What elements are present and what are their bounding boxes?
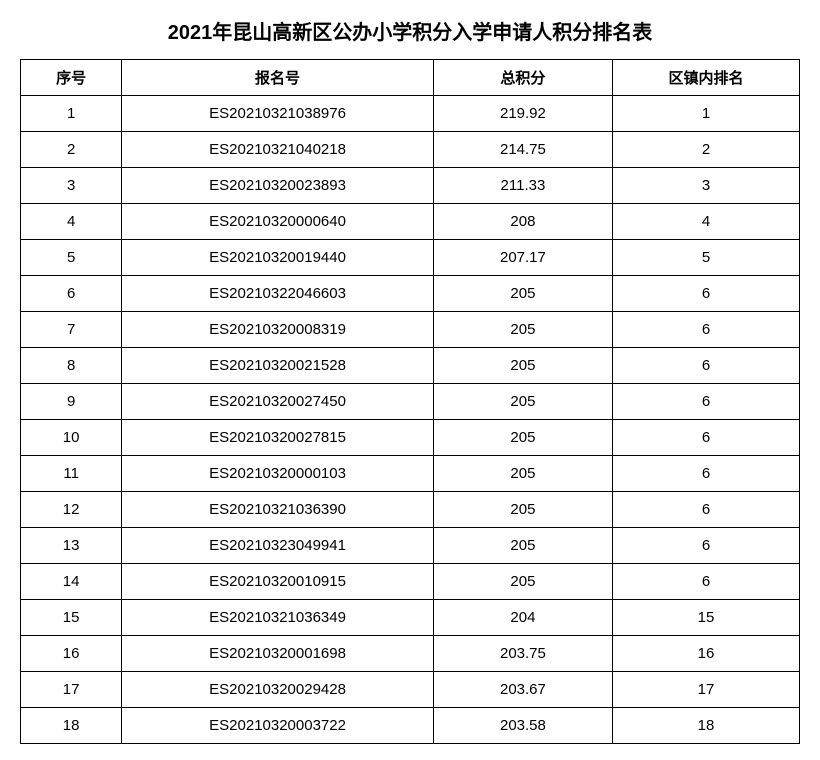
table-cell: ES20210320000640 [122,204,434,240]
table-cell: 16 [613,636,800,672]
table-cell: 9 [21,384,122,420]
table-cell: ES20210321038976 [122,96,434,132]
table-cell: 12 [21,492,122,528]
table-cell: 15 [21,600,122,636]
table-row: 18ES20210320003722203.5818 [21,708,800,744]
table-row: 13ES202103230499412056 [21,528,800,564]
table-row: 11ES202103200001032056 [21,456,800,492]
table-row: 10ES202103200278152056 [21,420,800,456]
table-cell: 205 [433,492,612,528]
col-header-rank: 区镇内排名 [613,60,800,96]
table-cell: 6 [613,384,800,420]
table-cell: ES20210320001698 [122,636,434,672]
table-cell: 6 [613,276,800,312]
table-cell: 2 [21,132,122,168]
table-cell: 18 [613,708,800,744]
table-cell: ES20210320000103 [122,456,434,492]
table-header-row: 序号 报名号 总积分 区镇内排名 [21,60,800,96]
table-cell: ES20210323049941 [122,528,434,564]
table-cell: 204 [433,600,612,636]
ranking-table: 序号 报名号 总积分 区镇内排名 1ES20210321038976219.92… [20,59,800,744]
table-row: 1ES20210321038976219.921 [21,96,800,132]
table-body: 1ES20210321038976219.9212ES2021032104021… [21,96,800,744]
table-cell: ES20210320029428 [122,672,434,708]
table-cell: 10 [21,420,122,456]
table-cell: 203.75 [433,636,612,672]
table-cell: ES20210320027815 [122,420,434,456]
table-cell: 203.58 [433,708,612,744]
table-cell: 16 [21,636,122,672]
table-cell: 6 [613,564,800,600]
table-cell: 6 [21,276,122,312]
table-cell: 219.92 [433,96,612,132]
table-cell: 8 [21,348,122,384]
table-cell: 207.17 [433,240,612,276]
table-row: 17ES20210320029428203.6717 [21,672,800,708]
table-row: 5ES20210320019440207.175 [21,240,800,276]
table-row: 15ES2021032103634920415 [21,600,800,636]
table-cell: 6 [613,420,800,456]
table-cell: 6 [613,312,800,348]
table-cell: 214.75 [433,132,612,168]
table-cell: 6 [613,456,800,492]
table-cell: ES20210320027450 [122,384,434,420]
page-title: 2021年昆山高新区公办小学积分入学申请人积分排名表 [20,16,800,45]
table-cell: 211.33 [433,168,612,204]
table-cell: 15 [613,600,800,636]
table-cell: ES20210320019440 [122,240,434,276]
table-cell: 4 [613,204,800,240]
table-cell: ES20210321036390 [122,492,434,528]
table-cell: 3 [21,168,122,204]
table-row: 4ES202103200006402084 [21,204,800,240]
table-cell: 17 [21,672,122,708]
table-cell: 205 [433,564,612,600]
table-cell: 2 [613,132,800,168]
table-cell: 13 [21,528,122,564]
table-row: 9ES202103200274502056 [21,384,800,420]
table-row: 12ES202103210363902056 [21,492,800,528]
table-cell: 205 [433,528,612,564]
table-cell: ES20210321036349 [122,600,434,636]
table-cell: 5 [613,240,800,276]
table-row: 6ES202103220466032056 [21,276,800,312]
table-cell: 205 [433,348,612,384]
table-cell: 6 [613,492,800,528]
table-cell: 203.67 [433,672,612,708]
table-cell: ES20210321040218 [122,132,434,168]
table-cell: ES20210322046603 [122,276,434,312]
table-cell: 1 [613,96,800,132]
table-cell: 205 [433,312,612,348]
table-row: 7ES202103200083192056 [21,312,800,348]
table-cell: 208 [433,204,612,240]
table-cell: 6 [613,528,800,564]
table-cell: ES20210320003722 [122,708,434,744]
table-cell: 205 [433,420,612,456]
table-cell: 205 [433,456,612,492]
table-row: 14ES202103200109152056 [21,564,800,600]
table-cell: 3 [613,168,800,204]
table-row: 3ES20210320023893211.333 [21,168,800,204]
table-cell: 7 [21,312,122,348]
table-cell: 205 [433,384,612,420]
table-cell: 6 [613,348,800,384]
table-cell: 205 [433,276,612,312]
table-cell: 5 [21,240,122,276]
col-header-seq: 序号 [21,60,122,96]
col-header-reg: 报名号 [122,60,434,96]
table-cell: 1 [21,96,122,132]
table-cell: 4 [21,204,122,240]
table-cell: ES20210320008319 [122,312,434,348]
table-row: 16ES20210320001698203.7516 [21,636,800,672]
table-cell: ES20210320023893 [122,168,434,204]
table-cell: ES20210320010915 [122,564,434,600]
table-cell: 18 [21,708,122,744]
table-cell: 17 [613,672,800,708]
col-header-score: 总积分 [433,60,612,96]
table-cell: 11 [21,456,122,492]
table-row: 2ES20210321040218214.752 [21,132,800,168]
table-cell: ES20210320021528 [122,348,434,384]
table-cell: 14 [21,564,122,600]
table-row: 8ES202103200215282056 [21,348,800,384]
